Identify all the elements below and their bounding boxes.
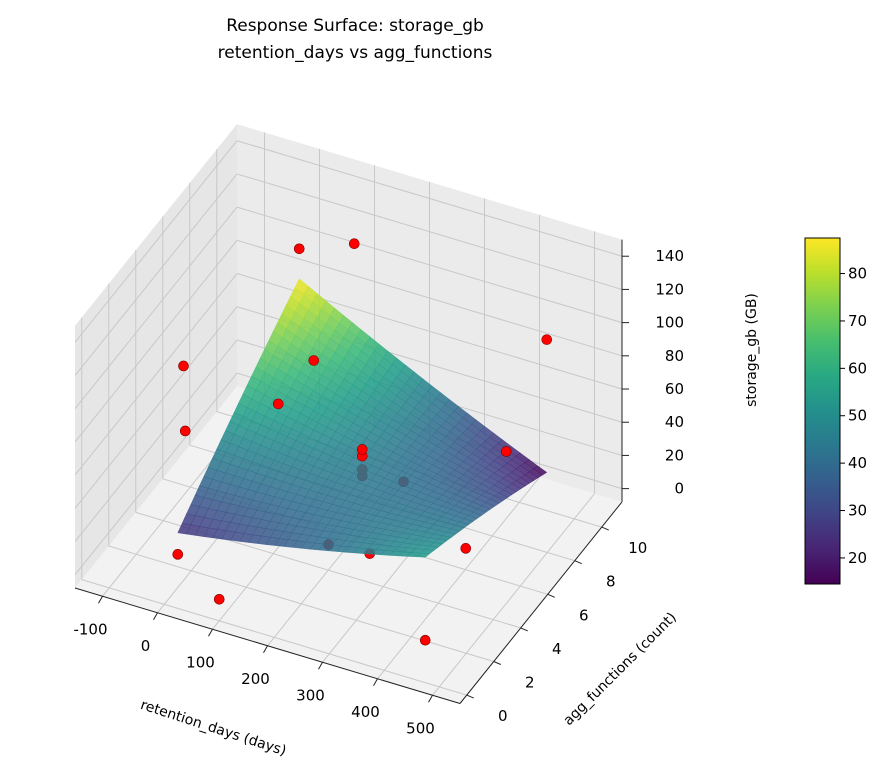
x-tick [153,612,158,620]
y-tick [493,661,501,665]
chart-subtitle: retention_days vs agg_functions [218,43,493,63]
z-gridline [236,173,623,290]
data-point [356,444,368,455]
data-point [179,425,191,437]
y-tick [466,694,474,699]
colorbar-tick-label: 70 [848,312,867,330]
y-tick [547,593,555,598]
z-tick-label: 0 [674,480,684,498]
data-point [178,360,189,372]
colorbar-tick-label: 40 [848,454,867,472]
side-pane [75,124,237,588]
y-tick-label: 4 [552,640,562,658]
data-point [348,238,360,249]
z-axis-label: storage_gb (GB) [744,293,760,407]
z-gridline [74,173,238,376]
x-tick-label: -100 [73,620,107,638]
z-gridline [74,339,238,542]
x-tick [373,678,378,686]
colorbar [804,237,841,585]
x-tick-label: 0 [141,637,151,655]
z-gridline [74,273,238,476]
points-front [178,238,553,605]
data-point [460,543,472,554]
data-point [308,355,320,366]
y-tick-label: 8 [606,573,616,591]
z-gridline [236,140,623,257]
data-point [272,398,284,410]
z-tick-label: 40 [665,413,684,431]
x-gridline [432,493,595,696]
y-gridline [81,579,467,696]
z-gridline [74,306,238,509]
z-gridline [74,240,238,443]
z-tick-label: 60 [665,380,684,398]
x-tick [263,645,268,653]
y-tick-label: 10 [628,539,647,557]
data-point [213,593,225,605]
data-point [293,243,305,255]
y-tick-label: 6 [579,606,589,624]
z-tick-label: 100 [655,314,684,332]
z-gridline [74,206,238,410]
colorbar-tick-label: 30 [848,502,867,520]
z-tick-label: 120 [655,280,684,298]
chart-title: Response Surface: storage_gb [226,16,484,36]
axis-ticks: -100010020030040050002468100204060801001… [73,247,684,737]
data-point [419,634,431,646]
x-tick [318,662,323,670]
x-tick [98,596,103,604]
x-gridline [377,476,540,680]
surface-patch [415,552,431,558]
data-point [172,549,184,560]
x-tick [208,629,213,637]
x-tick-label: 200 [241,670,270,688]
y-axis-label: agg_functions (count) [561,610,680,729]
data-point [500,446,512,457]
x-tick-label: 300 [296,686,325,704]
z-gridline [74,372,238,576]
y-tick [520,627,528,632]
response-surface [177,278,548,558]
x-tick [428,695,433,703]
data-point [541,334,553,345]
z-gridline [236,206,623,324]
x-tick-label: 400 [351,703,380,721]
y-tick-label: 0 [498,707,508,725]
colorbar-ticks: 20 30 40 50 60 70 80 [840,265,867,567]
z-gridline [74,140,238,343]
colorbar-tick-label: 60 [848,359,867,377]
colorbar-tick-label: 50 [848,407,867,425]
y-tick [574,560,582,565]
z-gridline [236,239,623,357]
z-tick-label: 140 [655,247,684,265]
y-axis-line [459,501,623,704]
colorbar-tick-label: 80 [848,265,867,283]
x-axis-label: retention_days (days) [138,697,288,759]
z-tick-label: 80 [665,347,684,365]
y-tick [601,526,609,531]
y-tick-label: 2 [525,674,535,692]
colorbar-tick-label: 20 [848,549,867,567]
z-tick-label: 20 [665,446,684,464]
x-tick-label: 500 [406,719,435,737]
x-tick-label: 100 [186,653,215,671]
